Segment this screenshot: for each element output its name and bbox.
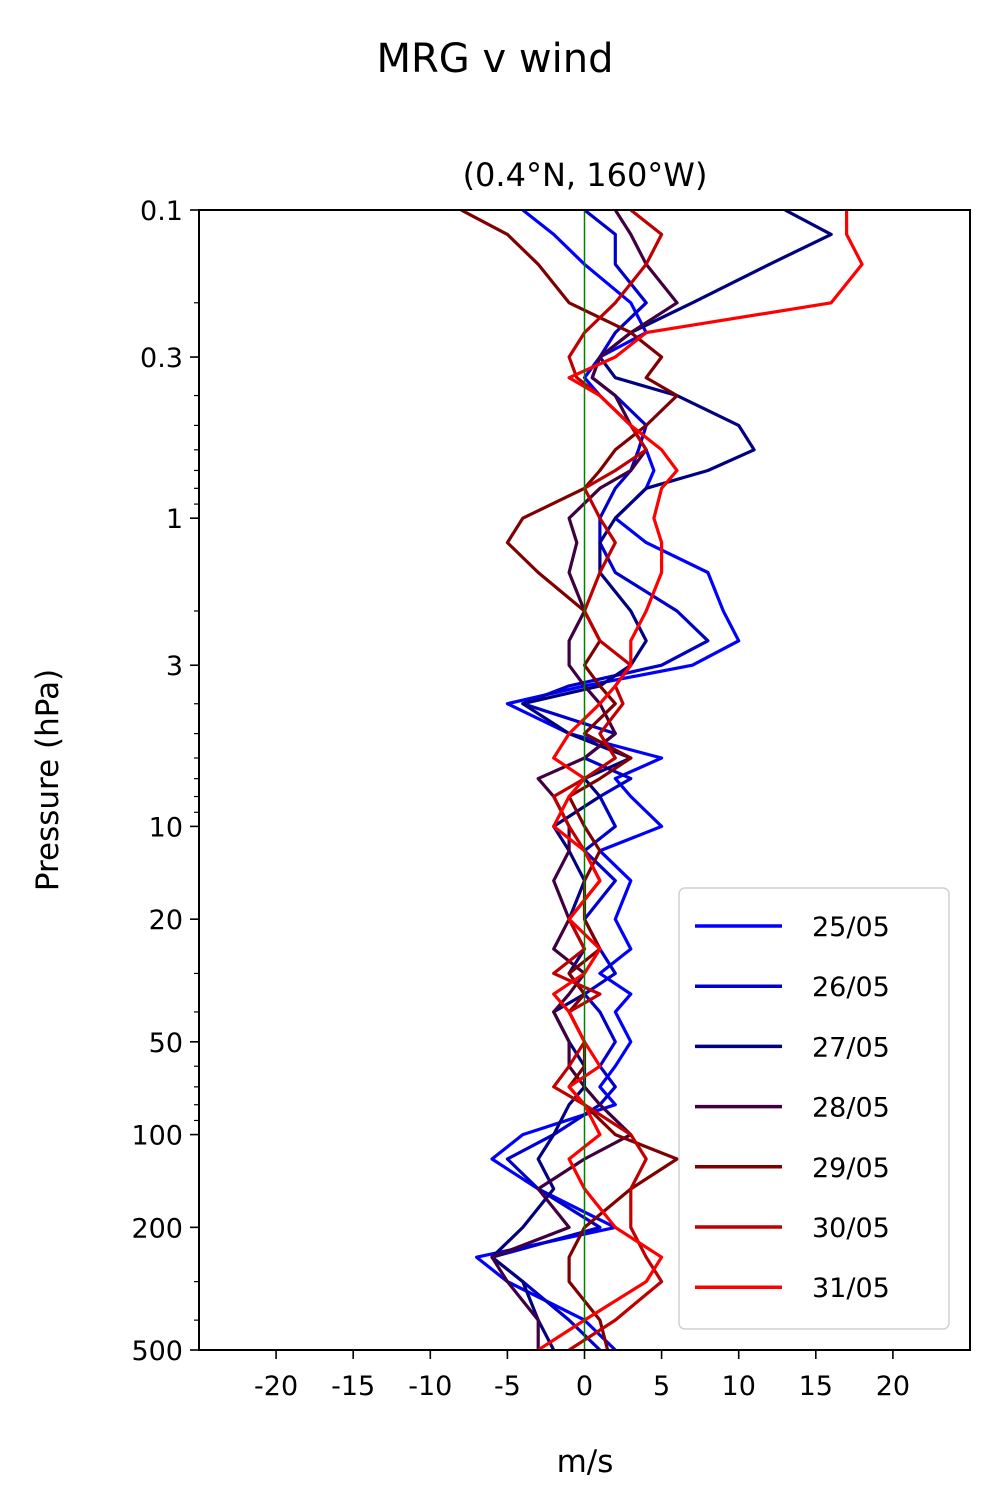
x-tick-label: 20 bbox=[876, 1371, 910, 1402]
series-line-3 bbox=[490, 210, 833, 1350]
x-tick-label: -20 bbox=[254, 1371, 298, 1402]
series-line-5 bbox=[460, 210, 679, 1350]
y-tick-label: 3 bbox=[166, 651, 183, 682]
x-tick-label: -15 bbox=[331, 1371, 375, 1402]
legend-label: 29/05 bbox=[812, 1153, 890, 1184]
y-tick-label: 200 bbox=[131, 1213, 183, 1244]
y-tick-label: 0.3 bbox=[140, 343, 183, 374]
x-tick-label: -5 bbox=[494, 1371, 521, 1402]
legend-label: 30/05 bbox=[812, 1213, 890, 1244]
legend-box bbox=[678, 887, 950, 1330]
y-tick-label: 50 bbox=[149, 1028, 183, 1059]
legend: 25/05 26/05 27/05 28/05 29/05 30/05 31/05 bbox=[678, 887, 950, 1330]
x-tick-label: 15 bbox=[799, 1371, 833, 1402]
legend-label: 31/05 bbox=[812, 1273, 890, 1304]
y-tick-label: 0.1 bbox=[140, 196, 183, 227]
y-axis-ticks: 0.1 0.3 1 3 10 20 50 100 200 500 bbox=[131, 196, 199, 1367]
legend-label: 26/05 bbox=[812, 972, 890, 1003]
y-tick-label: 10 bbox=[149, 812, 183, 843]
figure-title: MRG v wind bbox=[377, 36, 614, 82]
x-axis-label: m/s bbox=[557, 1444, 614, 1480]
y-tick-label: 20 bbox=[149, 905, 183, 936]
y-tick-label: 500 bbox=[131, 1336, 183, 1367]
x-axis-ticks: -20 -15 -10 -5 0 5 10 15 20 bbox=[254, 1350, 910, 1402]
x-tick-label: 5 bbox=[653, 1371, 670, 1402]
plot-area bbox=[198, 209, 971, 1351]
y-tick-label: 1 bbox=[166, 504, 183, 535]
axes-title: (0.4°N, 160°W) bbox=[463, 156, 708, 194]
x-tick-label: -10 bbox=[408, 1371, 452, 1402]
legend-label: 27/05 bbox=[812, 1032, 890, 1063]
legend-label: 25/05 bbox=[812, 912, 890, 943]
series-lines bbox=[460, 210, 864, 1350]
y-axis-label: Pressure (hPa) bbox=[30, 669, 66, 891]
legend-label: 28/05 bbox=[812, 1093, 890, 1124]
x-tick-label: 10 bbox=[722, 1371, 756, 1402]
x-tick-label: 0 bbox=[576, 1371, 593, 1402]
y-tick-label: 100 bbox=[131, 1121, 183, 1152]
legend-items: 25/05 26/05 27/05 28/05 29/05 30/05 31/05 bbox=[695, 912, 890, 1304]
series-line-7 bbox=[537, 210, 864, 1350]
